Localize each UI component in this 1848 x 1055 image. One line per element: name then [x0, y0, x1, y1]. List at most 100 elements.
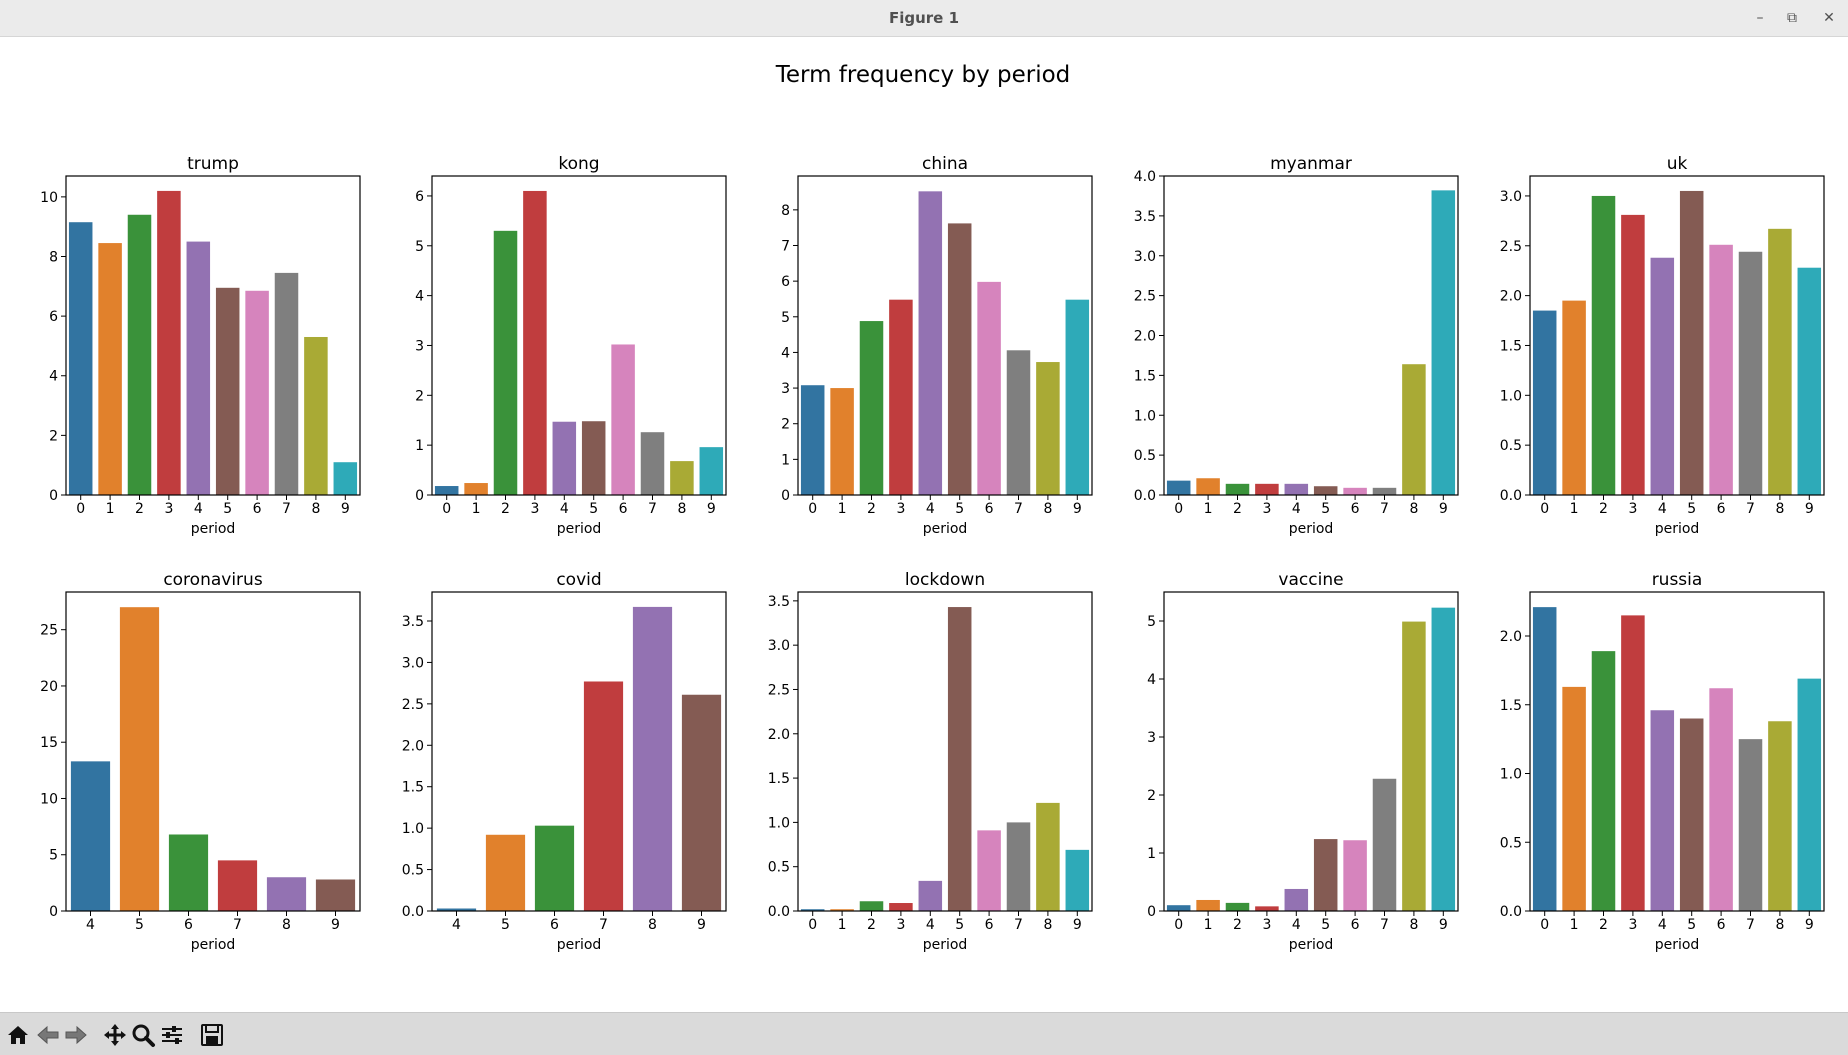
bar-uk-5 — [1679, 190, 1704, 495]
minimize-button[interactable]: – — [1756, 10, 1764, 26]
bar-covid-4 — [436, 908, 477, 911]
axes-frame — [1529, 591, 1825, 912]
bar-russia-5 — [1679, 718, 1704, 911]
bar-uk-4 — [1650, 257, 1675, 495]
x-tick-label: 8 — [1409, 917, 1418, 933]
x-tick-label: 2 — [1599, 501, 1608, 517]
configure-subplots-button[interactable] — [158, 1021, 186, 1049]
bar-coronavirus-8 — [266, 877, 307, 911]
bar-trump-3 — [157, 190, 181, 495]
subplot-title: vaccine — [1278, 570, 1343, 590]
y-tick-label: 0 — [49, 488, 58, 504]
bar-uk-3 — [1621, 214, 1645, 495]
bar-kong-7 — [640, 432, 665, 495]
restore-button[interactable]: ⧉ — [1787, 10, 1797, 26]
x-tick-label: 8 — [311, 501, 320, 517]
bar-uk-6 — [1709, 244, 1733, 495]
bar-china-2 — [859, 321, 884, 495]
subplot-title: russia — [1652, 570, 1703, 590]
y-tick-label: 1.5 — [768, 771, 790, 787]
x-tick-label: 3 — [896, 501, 905, 517]
bar-kong-1 — [464, 483, 488, 495]
bar-trump-8 — [304, 336, 328, 495]
x-tick-label: 9 — [697, 917, 706, 933]
x-tick-label: 5 — [223, 501, 232, 517]
save-icon — [201, 1024, 223, 1046]
home-button[interactable] — [4, 1021, 32, 1049]
y-tick-label: 1.0 — [1500, 388, 1522, 404]
forward-icon — [65, 1025, 87, 1045]
x-tick-label: 2 — [1233, 501, 1242, 517]
y-tick-label: 2.5 — [768, 682, 790, 698]
y-tick-label: 1 — [781, 452, 790, 468]
y-tick-label: 2 — [49, 428, 58, 444]
bar-kong-9 — [699, 447, 724, 495]
x-tick-label: 1 — [1204, 501, 1213, 517]
x-tick-label: 7 — [1746, 501, 1755, 517]
bar-vaccine-1 — [1196, 899, 1220, 911]
bar-covid-8 — [632, 606, 673, 911]
x-tick-label: 5 — [589, 501, 598, 517]
x-axis-label: period — [1289, 521, 1334, 537]
x-tick-label: 6 — [1351, 917, 1360, 933]
y-tick-label: 1.0 — [1500, 767, 1522, 783]
zoom-button[interactable] — [129, 1021, 157, 1049]
subplot-title: coronavirus — [163, 570, 263, 590]
y-tick-label: 4 — [1147, 672, 1156, 688]
y-tick-label: 3.0 — [402, 655, 424, 671]
y-tick-label: 2 — [415, 388, 424, 404]
x-tick-label: 3 — [896, 917, 905, 933]
x-tick-label: 4 — [1658, 501, 1667, 517]
bar-kong-3 — [523, 190, 547, 495]
y-tick-label: 1.0 — [1134, 408, 1156, 424]
y-tick-label: 2.0 — [768, 727, 790, 743]
subplot-title: trump — [187, 154, 239, 174]
y-tick-label: 2 — [1147, 788, 1156, 804]
bar-coronavirus-4 — [70, 761, 111, 911]
subplot-trump: 0 1 2 3 4 5 6 7 8 9 0 2 4 6 8 10 trump period — [40, 154, 361, 537]
y-tick-label: 4 — [415, 289, 424, 305]
forward-button[interactable] — [62, 1021, 90, 1049]
x-tick-label: 0 — [442, 501, 451, 517]
x-tick-label: 6 — [1351, 501, 1360, 517]
x-tick-label: 2 — [135, 501, 144, 517]
bar-trump-4 — [186, 241, 211, 495]
y-tick-label: 5 — [415, 239, 424, 255]
x-tick-label: 7 — [648, 501, 657, 517]
x-tick-label: 8 — [1775, 917, 1784, 933]
x-tick-label: 0 — [808, 501, 817, 517]
subplot-title: uk — [1667, 154, 1688, 174]
save-button[interactable] — [198, 1021, 226, 1049]
x-tick-label: 3 — [1628, 917, 1637, 933]
bar-lockdown-8 — [1036, 802, 1060, 911]
axes-frame — [65, 175, 361, 496]
pan-button[interactable] — [101, 1021, 129, 1049]
bar-russia-3 — [1621, 615, 1645, 912]
x-tick-label: 0 — [76, 501, 85, 517]
bar-china-8 — [1036, 362, 1060, 495]
y-tick-label: 0.5 — [1500, 438, 1522, 454]
y-tick-label: 1.5 — [1500, 338, 1522, 354]
bar-russia-8 — [1768, 721, 1792, 911]
x-tick-label: 4 — [452, 917, 461, 933]
close-button[interactable]: ✕ — [1823, 10, 1835, 26]
subplot-vaccine: 0 1 2 3 4 5 6 7 8 9 0 1 2 3 4 5 vaccine period — [1147, 570, 1459, 953]
x-tick-label: 5 — [501, 917, 510, 933]
subplot-title: myanmar — [1270, 154, 1352, 174]
x-tick-label: 1 — [838, 501, 847, 517]
y-tick-label: 0.0 — [1134, 488, 1156, 504]
bar-kong-8 — [670, 461, 694, 495]
bar-trump-1 — [98, 243, 122, 495]
figure-suptitle: Term frequency by period — [775, 62, 1071, 88]
bar-trump-7 — [274, 272, 299, 495]
x-axis-label: period — [1655, 521, 1700, 537]
bar-lockdown-3 — [889, 903, 913, 911]
back-button[interactable] — [34, 1021, 62, 1049]
x-tick-label: 4 — [1658, 917, 1667, 933]
x-tick-label: 4 — [926, 917, 935, 933]
bar-china-6 — [977, 281, 1001, 495]
x-tick-label: 8 — [1775, 501, 1784, 517]
bar-trump-5 — [215, 287, 240, 495]
bar-myanmar-2 — [1225, 483, 1250, 495]
bar-vaccine-7 — [1372, 778, 1397, 911]
